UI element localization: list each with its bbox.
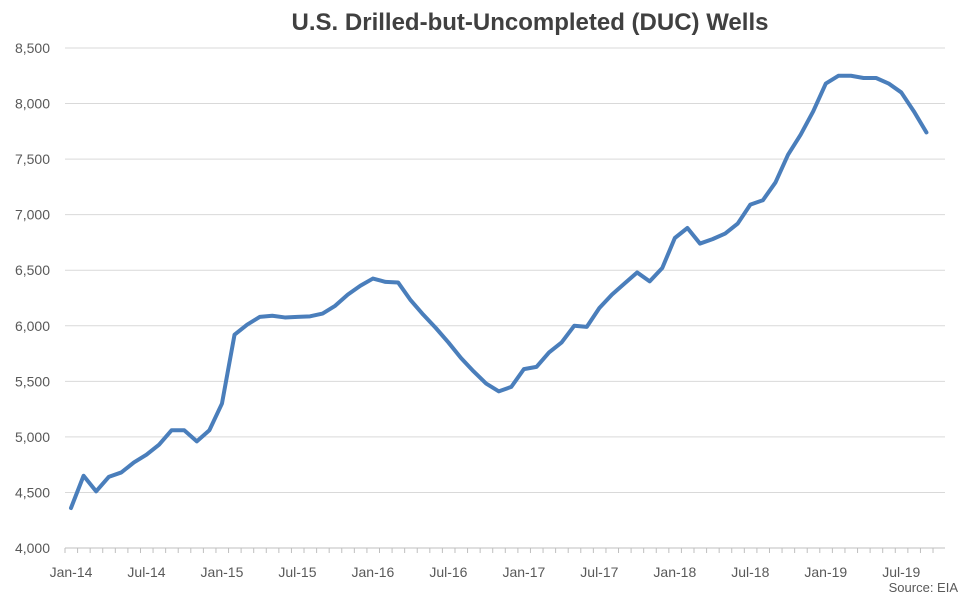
series-layer bbox=[69, 73, 929, 510]
x-tick-label: Jan-18 bbox=[653, 564, 696, 580]
x-tick-label: Jan-19 bbox=[804, 564, 847, 580]
y-tick-label: 5,500 bbox=[15, 373, 50, 389]
x-tick-label: Jan-17 bbox=[502, 564, 545, 580]
x-tick-label: Jul-15 bbox=[278, 564, 316, 580]
series-line bbox=[69, 73, 929, 510]
y-tick-label: 7,500 bbox=[15, 151, 50, 167]
x-tick-label: Jul-18 bbox=[731, 564, 769, 580]
x-axis-labels: Jan-14 Jul-14 Jan-15 Jul-15 Jan-16 Jul-16 Jan-… bbox=[50, 564, 921, 580]
source-note: Source: EIA bbox=[889, 580, 959, 595]
y-tick-label: 6,500 bbox=[15, 262, 50, 278]
y-tick-label: 6,000 bbox=[15, 318, 50, 334]
y-axis-labels: 4,000 4,500 5,000 5,500 6,000 6,500 7,000 7,500… bbox=[15, 40, 50, 556]
x-tick-label: Jul-19 bbox=[882, 564, 920, 580]
x-tick-label: Jul-16 bbox=[429, 564, 467, 580]
gridlines bbox=[65, 47, 945, 493]
y-tick-label: 4,500 bbox=[15, 484, 50, 500]
x-tick-label: Jan-15 bbox=[201, 564, 244, 580]
y-tick-label: 5,000 bbox=[15, 429, 50, 445]
y-tick-label: 8,000 bbox=[15, 96, 50, 112]
x-axis bbox=[64, 547, 945, 553]
y-tick-label: 8,500 bbox=[15, 40, 50, 56]
x-tick-label: Jul-14 bbox=[127, 564, 165, 580]
x-tick-label: Jan-14 bbox=[50, 564, 93, 580]
x-tick-label: Jul-17 bbox=[580, 564, 618, 580]
y-tick-label: 7,000 bbox=[15, 207, 50, 223]
chart-title: U.S. Drilled-but-Uncompleted (DUC) Wells bbox=[292, 9, 769, 36]
x-tick-label: Jan-16 bbox=[352, 564, 395, 580]
y-tick-label: 4,000 bbox=[15, 540, 50, 556]
